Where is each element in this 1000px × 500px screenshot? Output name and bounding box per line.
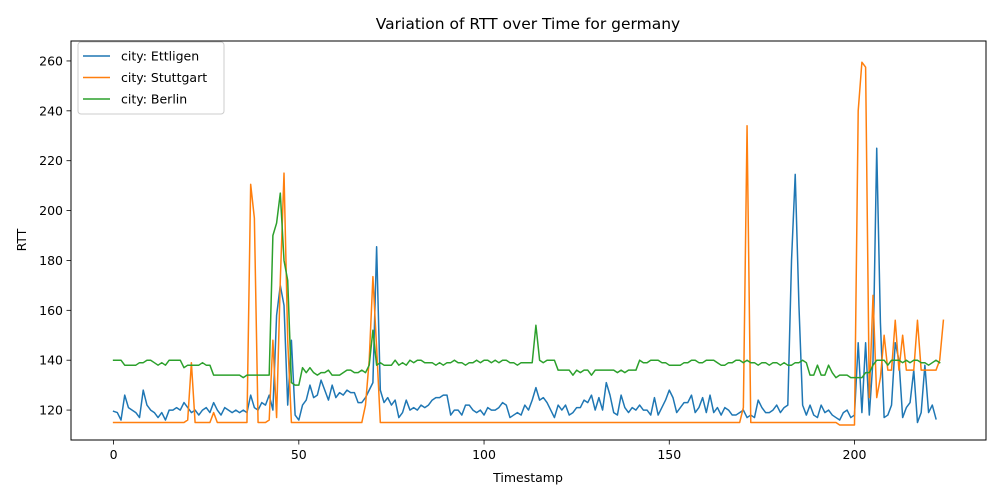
x-tick-label: 100 (472, 447, 496, 462)
y-tick-label: 180 (39, 253, 63, 268)
x-axis-ticks: 0 50 100 150 200 (110, 440, 867, 462)
legend-box (77, 41, 225, 115)
y-tick-label: 240 (39, 103, 63, 118)
legend-entry-label: city: Ettligen (121, 49, 199, 64)
x-tick-label: 200 (843, 447, 867, 462)
series-line-2 (112, 192, 941, 386)
series-line-1 (112, 61, 945, 426)
x-tick-label: 50 (291, 447, 307, 462)
legend-entry-label: city: Berlin (121, 92, 187, 107)
y-tick-label: 120 (39, 403, 63, 418)
series-line-0 (112, 147, 937, 424)
y-tick-label: 260 (39, 53, 63, 68)
y-tick-label: 140 (39, 353, 63, 368)
plot-area (112, 61, 945, 426)
legend-entry-label: city: Stuttgart (121, 70, 207, 85)
y-tick-label: 220 (39, 153, 63, 168)
y-axis-ticks: 120 140 160 180 200 220 240 260 (39, 53, 71, 418)
y-tick-label: 200 (39, 203, 63, 218)
x-axis-label: Timestamp (492, 470, 563, 485)
x-tick-label: 0 (110, 447, 118, 462)
chart-title: Variation of RTT over Time for germany (376, 15, 680, 33)
y-tick-label: 160 (39, 303, 63, 318)
y-axis-label: RTT (14, 228, 29, 251)
legend: city: Ettligen city: Stuttgart city: Berli… (77, 41, 225, 115)
axes-frame (70, 40, 987, 441)
x-tick-label: 150 (657, 447, 681, 462)
